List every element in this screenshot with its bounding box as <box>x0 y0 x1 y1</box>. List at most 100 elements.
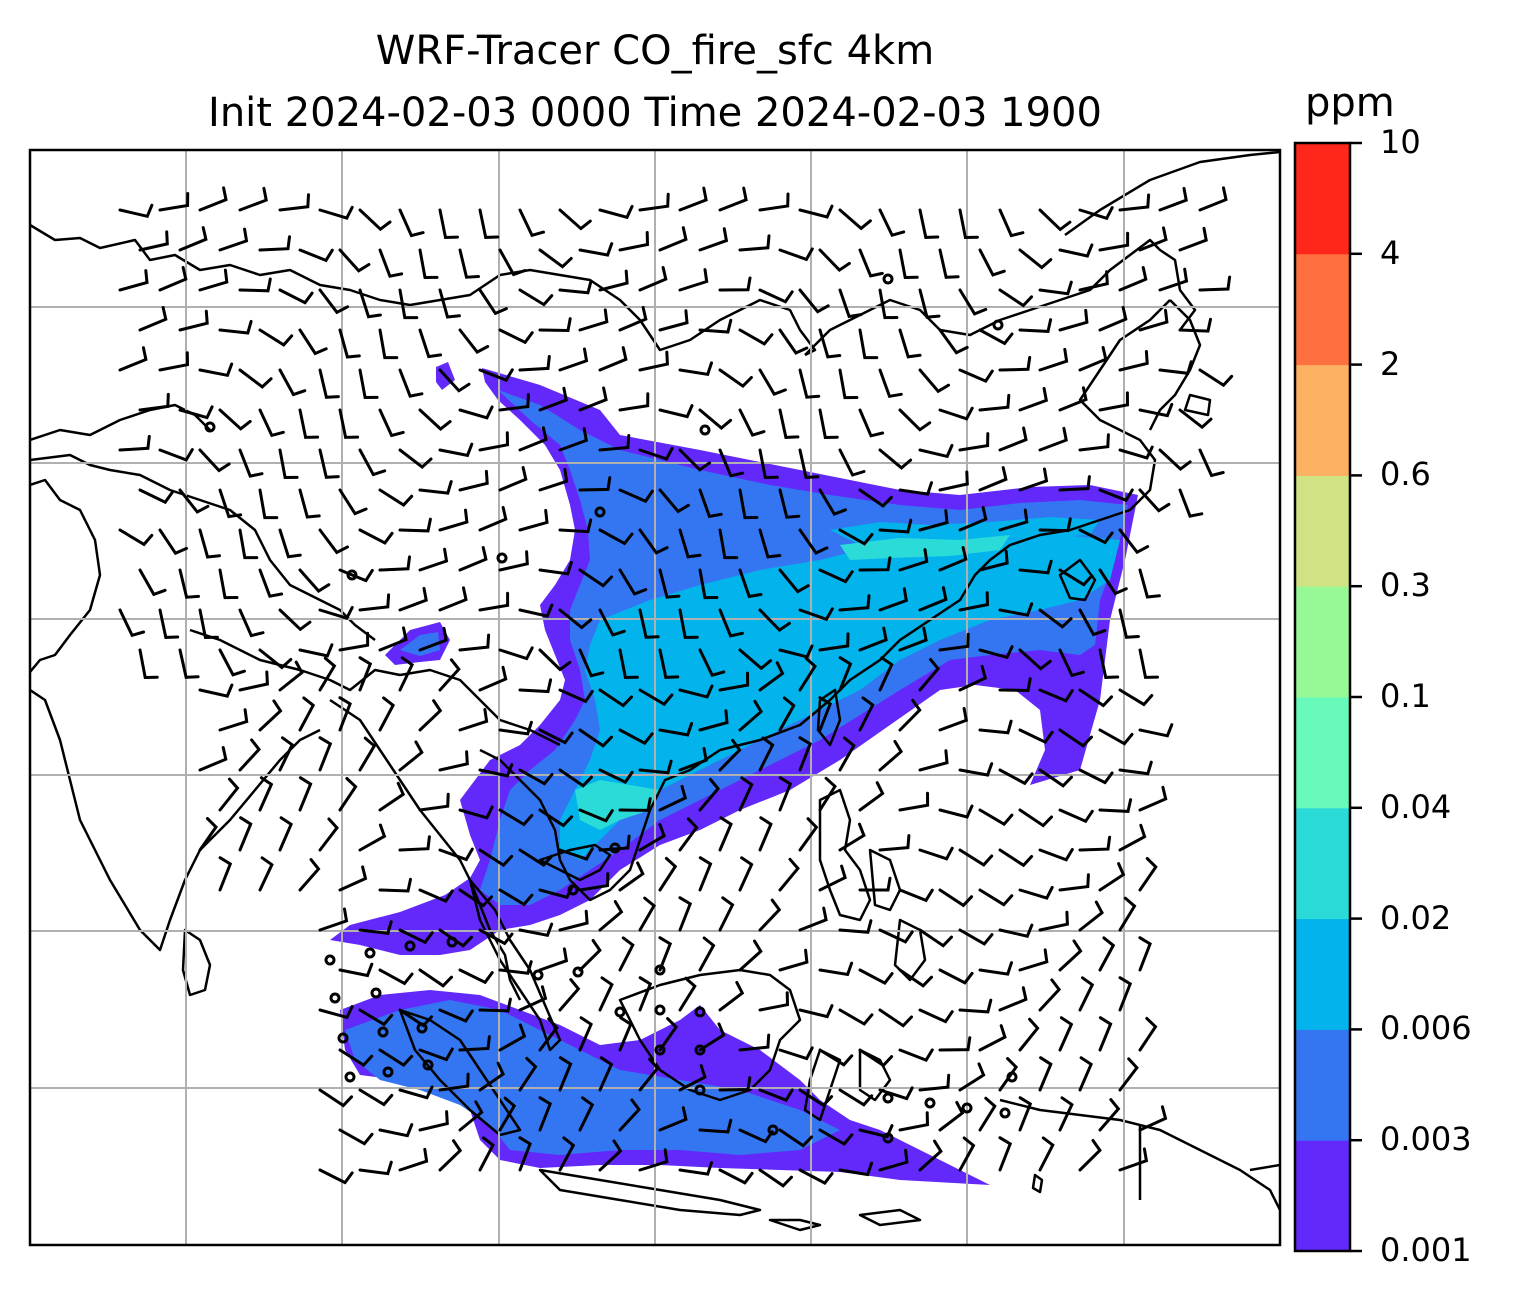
calm-wind-circle <box>654 964 666 976</box>
wind-barb <box>158 265 188 292</box>
wind-barb <box>698 936 716 972</box>
wind-barb <box>1158 267 1189 292</box>
wind-barb <box>658 488 690 514</box>
wind-barb <box>438 1008 474 1023</box>
wind-barb <box>738 856 754 892</box>
wind-barb <box>1118 976 1133 1012</box>
wind-barb <box>778 857 800 892</box>
wind-barb <box>1058 308 1089 332</box>
wind-barb <box>538 248 573 269</box>
wind-barb <box>698 488 723 519</box>
wind-barb <box>638 608 660 639</box>
wind-barb <box>1058 939 1083 972</box>
wind-barb <box>758 368 787 396</box>
wind-barb <box>258 408 285 438</box>
wind-barb <box>258 856 274 892</box>
wind-barb <box>378 781 406 812</box>
wind-barb <box>518 288 554 307</box>
wind-barb <box>1078 206 1114 221</box>
wind-barb <box>778 1046 814 1061</box>
wind-barb <box>698 408 733 430</box>
calm-wind-circle <box>370 987 382 999</box>
wind-barb <box>598 269 629 292</box>
wind-barb <box>1078 608 1107 637</box>
colorbar-segment <box>1295 1029 1350 1141</box>
wind-barb <box>798 1168 834 1186</box>
wind-barb <box>1118 350 1149 372</box>
wind-barb <box>578 1016 593 1052</box>
wind-barb <box>258 648 293 670</box>
wind-barb <box>918 208 940 239</box>
wind-barb <box>518 603 554 618</box>
wind-barb <box>558 518 593 534</box>
wind-barb <box>858 696 875 732</box>
wind-barb <box>898 1111 930 1132</box>
wind-barb <box>298 408 320 439</box>
wind-barb <box>1058 873 1090 892</box>
wind-barb <box>338 408 360 439</box>
wind-barb <box>358 1088 394 1107</box>
wind-barb <box>1058 1016 1074 1052</box>
wind-barb <box>1198 368 1234 388</box>
wind-barb <box>978 961 1013 976</box>
wind-barb <box>658 936 673 972</box>
wind-barb <box>198 362 234 378</box>
wind-barb <box>218 227 249 252</box>
plume-mid-west <box>400 632 440 656</box>
wind-barb <box>938 804 974 819</box>
wind-barb <box>1018 728 1054 744</box>
wind-barb <box>998 1136 1013 1172</box>
wind-barb <box>858 1124 894 1139</box>
wind-barb <box>898 888 934 903</box>
wind-barb <box>898 248 919 280</box>
wind-barb <box>778 776 793 812</box>
wind-barb <box>278 736 295 772</box>
wind-barb <box>338 488 368 516</box>
wind-barb <box>418 248 439 280</box>
wind-barb <box>758 1088 794 1102</box>
wind-barb <box>958 848 994 867</box>
wind-barb <box>638 759 673 775</box>
wind-barb <box>318 368 340 399</box>
colorbar-tick-label: 0.6 <box>1380 455 1431 494</box>
wind-barb <box>418 547 449 572</box>
wind-barb <box>918 368 950 394</box>
wind-barb <box>438 586 468 612</box>
wind-barb <box>318 448 340 479</box>
wind-barb <box>1198 275 1232 292</box>
wind-barb <box>198 683 234 698</box>
wind-barb <box>478 763 514 778</box>
wind-barb <box>958 998 993 1014</box>
wind-barb <box>138 648 159 680</box>
wind-barb <box>1078 433 1110 452</box>
wind-barb <box>1058 475 1091 492</box>
wind-barb <box>738 488 759 520</box>
wind-barb <box>518 848 554 867</box>
wind-barb <box>198 817 218 852</box>
wind-barb <box>778 328 809 355</box>
wind-barb <box>458 968 494 985</box>
wind-barb <box>498 720 533 736</box>
wind-barb <box>798 288 830 314</box>
wind-barb <box>178 309 209 332</box>
wind-barb <box>758 448 779 480</box>
wind-barb <box>558 608 593 630</box>
wind-barb <box>498 808 534 827</box>
wind-barb <box>118 269 149 292</box>
wind-barb <box>1098 648 1120 679</box>
wind-barb <box>298 858 321 892</box>
wind-barb <box>498 888 534 907</box>
wind-barb <box>918 1008 954 1024</box>
wind-barb <box>418 408 452 431</box>
colorbar-tick-label: 0.001 <box>1380 1231 1472 1269</box>
wind-barb <box>358 920 393 935</box>
wind-barb <box>758 288 794 304</box>
wind-barb <box>838 368 859 400</box>
wind-barb <box>1138 1016 1158 1052</box>
calm-wind-circle <box>496 552 508 564</box>
wind-barb <box>778 948 809 972</box>
wind-barb <box>498 248 527 277</box>
calm-wind-circle <box>422 1059 434 1071</box>
wind-barb <box>278 368 307 397</box>
wind-barb <box>578 808 614 823</box>
